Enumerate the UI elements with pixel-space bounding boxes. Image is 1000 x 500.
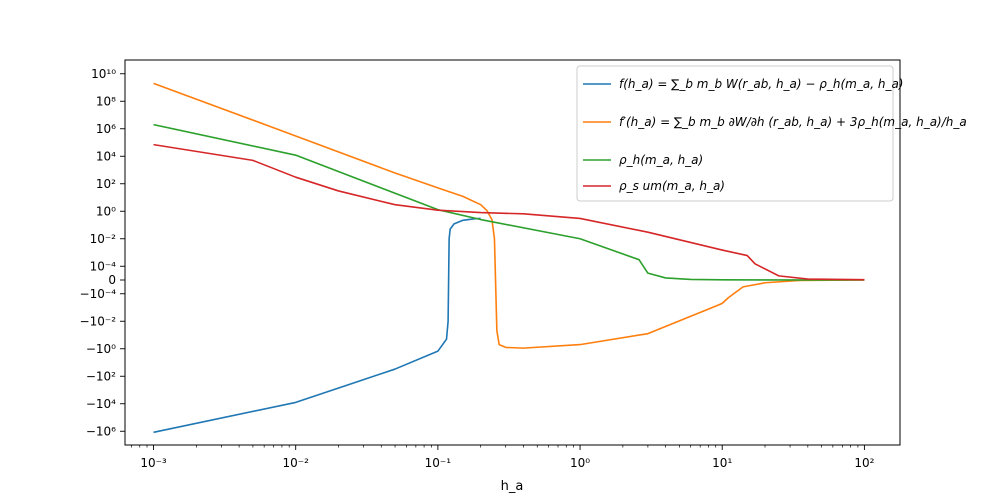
- y-tick-label: −10⁻²: [80, 314, 117, 328]
- legend-label-3: ρ_h(m_a, h_a): [619, 153, 703, 167]
- legend-label-2: f′(h_a) = ∑_b m_b ∂W/∂h (r_ab, h_a) + 3ρ…: [619, 115, 967, 129]
- x-tick-label: 10²: [854, 456, 874, 470]
- series-line-3: [153, 123, 865, 281]
- series-line-4: [153, 143, 865, 281]
- x-tick-label: 10⁰: [570, 456, 590, 470]
- y-tick-label: 10¹⁰: [91, 67, 116, 81]
- y-tick-label: 10²: [96, 177, 116, 191]
- series-line-2: [153, 82, 865, 349]
- legend: f(h_a) = ∑_b m_b W(r_ab, h_a) − ρ_h(m_a,…: [576, 65, 967, 202]
- series-line-1: [153, 217, 481, 434]
- y-tick-label: −10⁰: [86, 342, 116, 356]
- y-tick-label: 10⁶: [96, 122, 116, 136]
- axis-layer: 10⁻³ 10⁻² 10⁻¹ 10⁰ 10¹ 10² 10¹⁰ 10⁸ 10⁶ 10⁴ 10² 10⁰…: [80, 67, 875, 470]
- y-tick-label: 10⁴: [96, 149, 116, 163]
- y-tick-label: −10⁶: [86, 424, 116, 438]
- x-tick-label: 10⁻¹: [425, 456, 452, 470]
- x-tick-label: 10⁻³: [140, 456, 167, 470]
- legend-label-4: ρ_s um(m_a, h_a): [619, 179, 725, 193]
- series-layer: [153, 82, 865, 434]
- legend-box: [576, 65, 894, 202]
- x-axis-label: h_a: [501, 479, 524, 494]
- x-tick-label: 10⁻²: [282, 456, 309, 470]
- plot-frame: [124, 59, 901, 446]
- y-tick-label: −10²: [86, 369, 116, 383]
- y-tick-label: 0: [108, 273, 116, 287]
- y-tick-label: 10⁰: [96, 204, 116, 218]
- y-tick-label: −10⁴: [86, 397, 116, 411]
- x-tick-label: 10¹: [712, 456, 732, 470]
- y-tick-label: 10⁸: [96, 94, 116, 108]
- y-tick-label: −10⁻⁴: [80, 287, 117, 301]
- y-tick-label: 10⁻⁴: [90, 259, 117, 273]
- y-tick-label: 10⁻²: [90, 232, 117, 246]
- legend-label-1: f(h_a) = ∑_b m_b W(r_ab, h_a) − ρ_h(m_a,…: [619, 77, 904, 91]
